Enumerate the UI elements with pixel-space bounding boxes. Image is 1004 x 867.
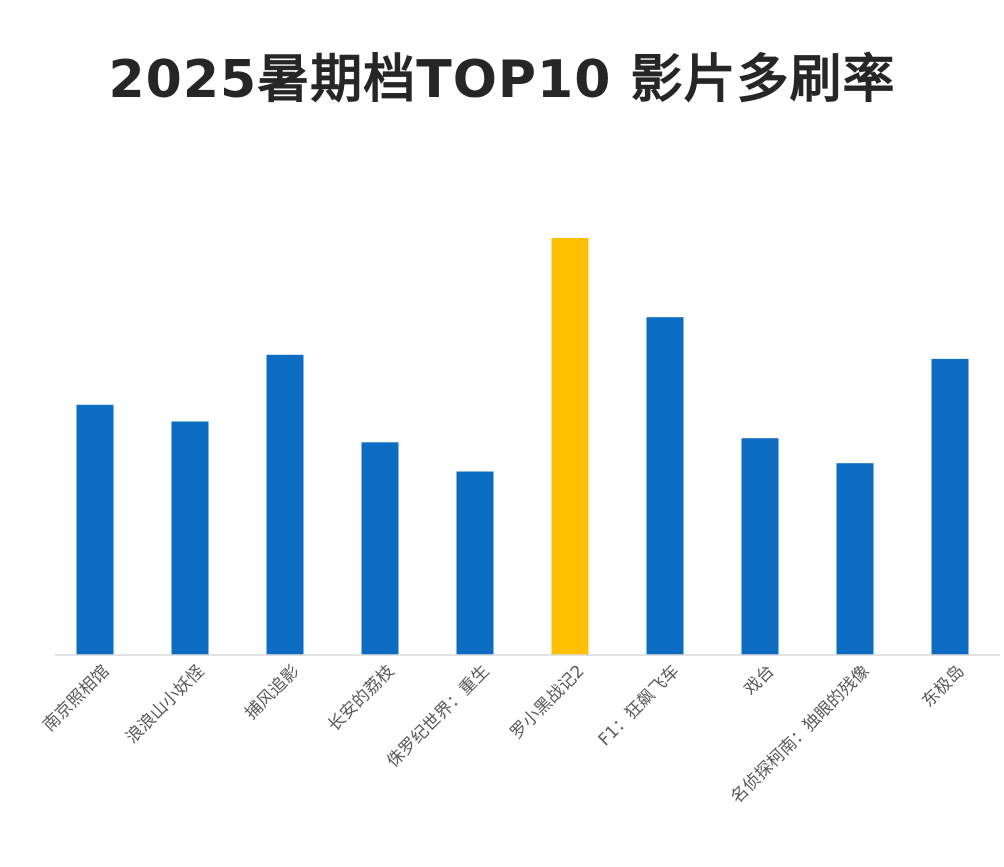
x-tick-label: 南京照相馆 — [39, 661, 113, 735]
x-tick-label: F1：狂飙飞车 — [595, 661, 684, 750]
chart-title: 2025暑期档TOP10 影片多刷率 — [108, 50, 896, 110]
bar-1 — [76, 404, 114, 655]
x-tick-label: 长安的荔枝 — [324, 661, 398, 735]
bar-7 — [646, 317, 684, 655]
bar-9 — [836, 463, 874, 655]
bar-5 — [456, 471, 494, 655]
bar-3 — [266, 354, 304, 655]
bars-group — [76, 238, 969, 655]
x-tick-label: 戏台 — [740, 661, 778, 699]
x-tick-label: 罗小黑战记2 — [507, 661, 589, 743]
bar-6 — [551, 238, 589, 655]
bar-2 — [171, 421, 209, 655]
bar-8 — [741, 438, 779, 655]
x-tick-label: 侏罗纪世界：重生 — [383, 661, 493, 771]
x-tick-label: 捕风追影 — [241, 661, 303, 723]
bar-4 — [361, 442, 399, 655]
x-tick-label: 东极岛 — [918, 661, 968, 711]
x-tick-label: 浪浪山小妖怪 — [122, 661, 208, 747]
bar-10 — [931, 358, 969, 655]
